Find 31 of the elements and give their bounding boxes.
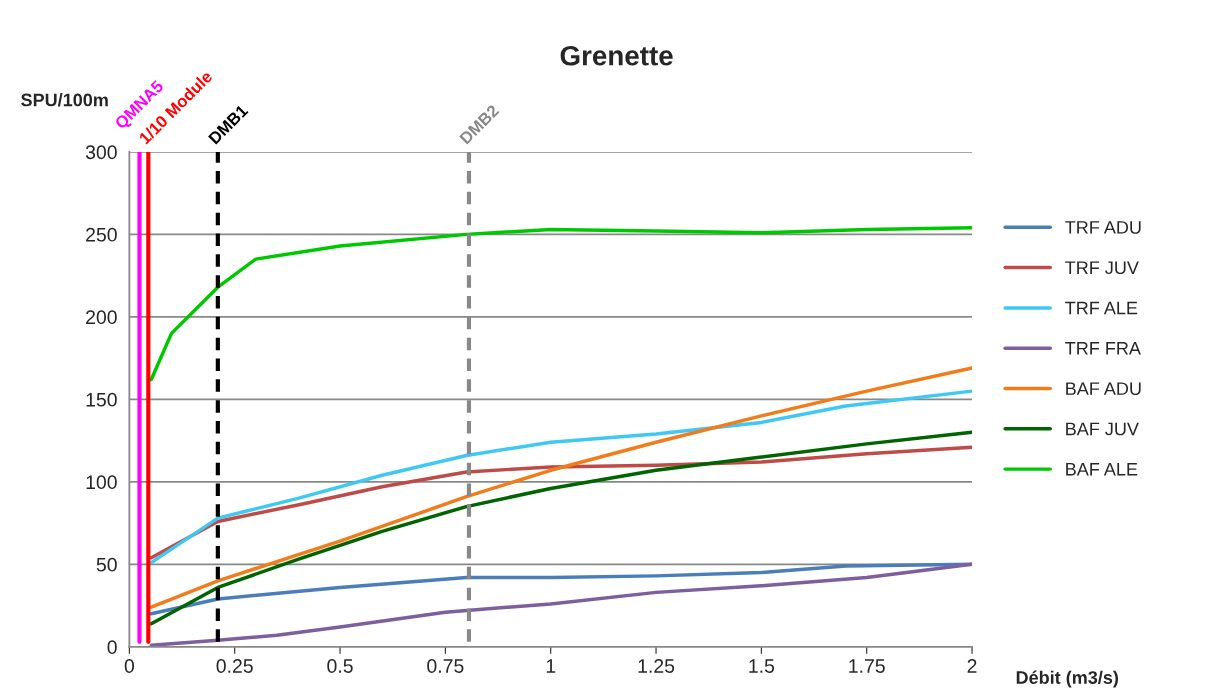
y-tick-label: 300 bbox=[85, 145, 117, 160]
y-tick-label: 200 bbox=[86, 310, 117, 325]
y-axis-title: SPU/100m bbox=[21, 93, 108, 107]
line-series bbox=[149, 562, 973, 647]
x-tick-label: 0.25 bbox=[216, 659, 253, 673]
x-tick-label: 1.75 bbox=[849, 659, 885, 673]
x-tick-label: 1 bbox=[546, 659, 556, 673]
chart-title: Grenette bbox=[560, 45, 673, 66]
legend-label: BAF ALE bbox=[1066, 463, 1138, 476]
x-tick-label: 0.75 bbox=[427, 659, 464, 673]
line-series bbox=[149, 366, 973, 609]
line-series bbox=[149, 389, 973, 565]
x-tick-label: 0 bbox=[124, 659, 135, 673]
y-tick-label: 0 bbox=[107, 640, 117, 655]
x-tick-label: 0.5 bbox=[327, 659, 353, 673]
x-axis-title: Débit (m3/s) bbox=[1016, 670, 1118, 688]
y-tick-label: 150 bbox=[86, 392, 117, 407]
line-series bbox=[149, 226, 973, 382]
legend-label: TRF ADU bbox=[1065, 221, 1141, 234]
legend-label: TRF JUV bbox=[1065, 261, 1139, 275]
legend-label: BAF ADU bbox=[1066, 382, 1141, 396]
y-tick-label: 50 bbox=[96, 557, 117, 572]
x-tick-label: 2 bbox=[967, 659, 977, 673]
x-tick-label: 1.25 bbox=[638, 659, 675, 673]
legend-label: TRF FRA bbox=[1065, 342, 1141, 355]
x-tick-label: 1.5 bbox=[749, 659, 775, 673]
y-tick-label: 100 bbox=[86, 475, 117, 490]
y-tick-label: 250 bbox=[86, 227, 117, 242]
line-series bbox=[149, 430, 973, 626]
legend-label: BAF JUV bbox=[1066, 422, 1139, 436]
legend-label: TRF ALE bbox=[1065, 301, 1138, 315]
